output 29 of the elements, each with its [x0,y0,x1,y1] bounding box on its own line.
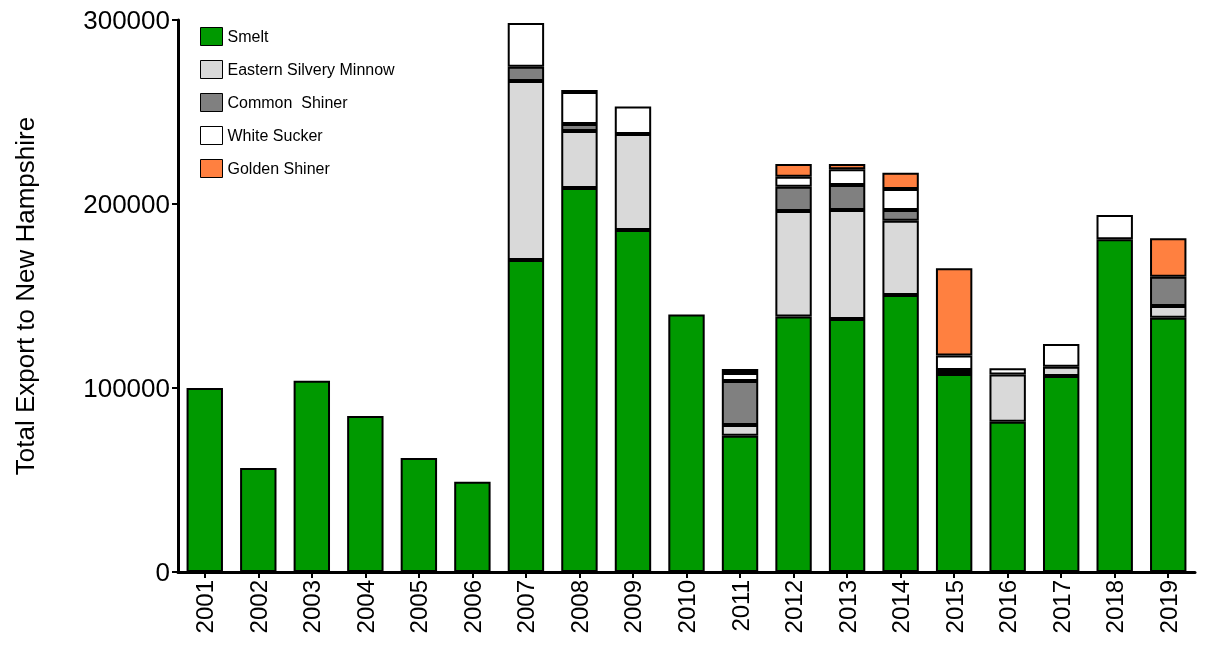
x-tick-label: 2010 [673,580,700,634]
x-tick-label: 2008 [565,580,593,634]
x-tick-label: 2003 [298,580,326,634]
x-tick-label: 2012 [780,580,808,634]
x-tick-label: 2011 [726,580,754,632]
y-axis-title: Total Export to New Hampshire [10,116,40,476]
x-tick-label: 2007 [512,580,540,634]
x-tick-label: 2019 [1154,580,1182,634]
x-tick-label: 2013 [833,580,861,634]
y-tick-label: 200000 [83,189,170,219]
x-tick-label: 2005 [405,580,433,634]
legend-label: Smelt [227,28,269,45]
x-tick-label: 2001 [191,580,219,634]
x-tick-label: 2002 [244,580,272,634]
x-tick-label: 2016 [994,580,1022,634]
x-tick-label: 2015 [940,580,968,634]
legend-label: Golden Shiner [227,160,331,177]
x-tick-label: 2014 [887,580,915,634]
legend-label: White Sucker [227,127,324,144]
x-tick-label: 2004 [351,580,379,634]
y-tick-label: 300000 [83,5,170,35]
legend-label: Eastern Silvery Minnow [227,61,396,78]
x-tick-label: 2009 [619,580,647,634]
x-tick-label: 2018 [1101,580,1129,634]
y-tick-label: 100000 [83,373,170,403]
x-tick-label: 2006 [458,580,486,634]
legend-label: Common Shiner [227,94,349,111]
y-tick-label: 0 [155,557,170,587]
x-tick-label: 2017 [1047,580,1075,634]
